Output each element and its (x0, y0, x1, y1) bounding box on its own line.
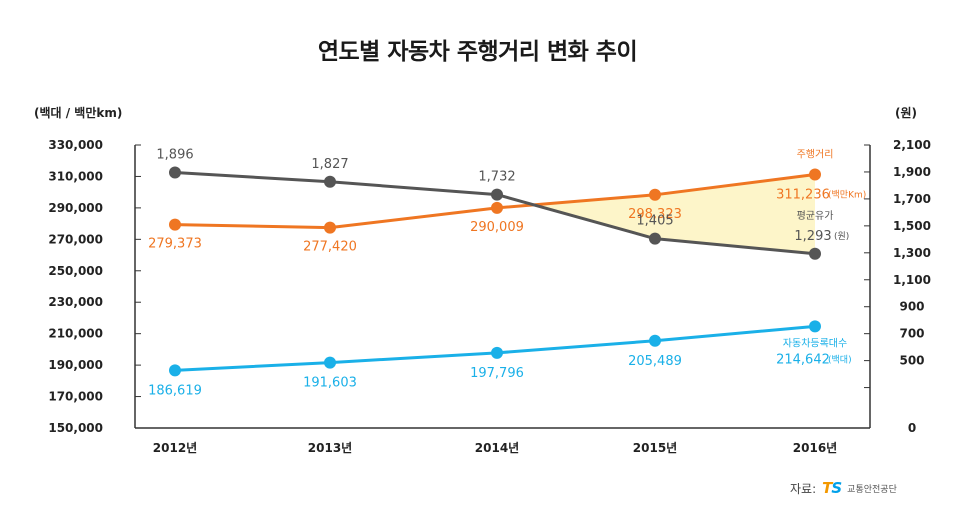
right-tick-label: 1,900 (893, 165, 931, 179)
right-tick-label: 2,100 (893, 138, 931, 152)
left-tick-label: 270,000 (48, 232, 103, 246)
label-car-registrations: 191,603 (303, 376, 357, 391)
label-mileage: 311,236 (776, 188, 830, 203)
left-axis-unit: (백대 / 백만km) (34, 106, 123, 120)
label-oil-price: 1,732 (478, 170, 515, 185)
point-car-registrations (324, 356, 336, 369)
label-mileage: 279,373 (148, 237, 202, 252)
left-tick-label: 190,000 (48, 358, 103, 372)
label-car-registrations: 197,796 (470, 366, 524, 381)
point-car-registrations (809, 320, 821, 333)
label-car-registrations-unit: (백대) (828, 354, 852, 365)
x-tick-label: 2013년 (308, 441, 352, 455)
label-car-registrations: 186,619 (148, 383, 202, 398)
label-car-registrations: 214,642 (776, 352, 830, 367)
label-mileage-unit: (백만Km) (828, 190, 866, 201)
label-car-registrations-name: 자동차등록대수 (783, 337, 847, 349)
point-car-registrations (491, 346, 503, 359)
point-mileage (324, 221, 336, 234)
left-tick-label: 250,000 (48, 264, 103, 278)
label-oil-price: 1,405 (636, 214, 673, 229)
left-tick-label: 170,000 (48, 390, 103, 404)
right-tick-label: 700 (899, 327, 924, 341)
chart-title: 연도별 자동차 주행거리 변화 추이 (317, 39, 638, 65)
label-oil-price-unit: (원) (834, 231, 849, 242)
ts-logo-t: T (822, 479, 832, 497)
x-tick-label: 2014년 (475, 441, 519, 455)
label-mileage-name: 주행거리 (797, 149, 834, 161)
point-mileage (809, 168, 821, 181)
point-oil-price (809, 247, 821, 260)
point-oil-price (649, 232, 661, 245)
label-oil-price-name: 평균유가 (797, 210, 834, 222)
point-oil-price (491, 188, 503, 201)
point-car-registrations (169, 364, 181, 377)
gap-highlight-area (533, 174, 815, 254)
right-tick-label: 900 (899, 300, 924, 314)
source-organization: 교통안전공단 (847, 484, 897, 495)
x-tick-label: 2016년 (793, 441, 837, 455)
label-mileage: 298,323 (628, 207, 682, 222)
ts-logo-s: S (831, 479, 842, 497)
label-mileage: 277,420 (303, 240, 357, 255)
point-mileage (169, 218, 181, 231)
right-tick-label: 1,100 (893, 273, 931, 287)
left-tick-label: 150,000 (48, 421, 103, 435)
label-oil-price: 1,827 (311, 157, 348, 172)
point-mileage (649, 188, 661, 201)
right-tick-label: 0 (908, 421, 916, 435)
point-oil-price (324, 175, 336, 188)
right-tick-label: 1,700 (893, 192, 931, 206)
point-car-registrations (649, 334, 661, 347)
left-tick-label: 310,000 (48, 169, 103, 183)
source-label: 자료: (790, 481, 817, 496)
label-mileage: 290,009 (470, 220, 524, 235)
left-tick-label: 230,000 (48, 295, 103, 309)
x-tick-label: 2012년 (153, 441, 197, 455)
point-oil-price (169, 166, 181, 179)
right-tick-label: 1,500 (893, 219, 931, 233)
left-tick-label: 330,000 (48, 138, 103, 152)
left-tick-label: 290,000 (48, 201, 103, 215)
left-tick-label: 210,000 (48, 327, 103, 341)
label-oil-price: 1,896 (156, 147, 193, 162)
source-credit: 자료: TS 교통안전공단 (790, 479, 897, 497)
right-tick-label: 500 (899, 354, 924, 368)
label-car-registrations: 205,489 (628, 354, 682, 369)
label-oil-price: 1,293 (794, 229, 831, 244)
point-mileage (491, 201, 503, 214)
ts-logo: TS (822, 479, 842, 497)
right-axis-unit: (원) (895, 106, 918, 120)
right-tick-label: 1,300 (893, 246, 931, 260)
x-tick-label: 2015년 (633, 441, 677, 455)
